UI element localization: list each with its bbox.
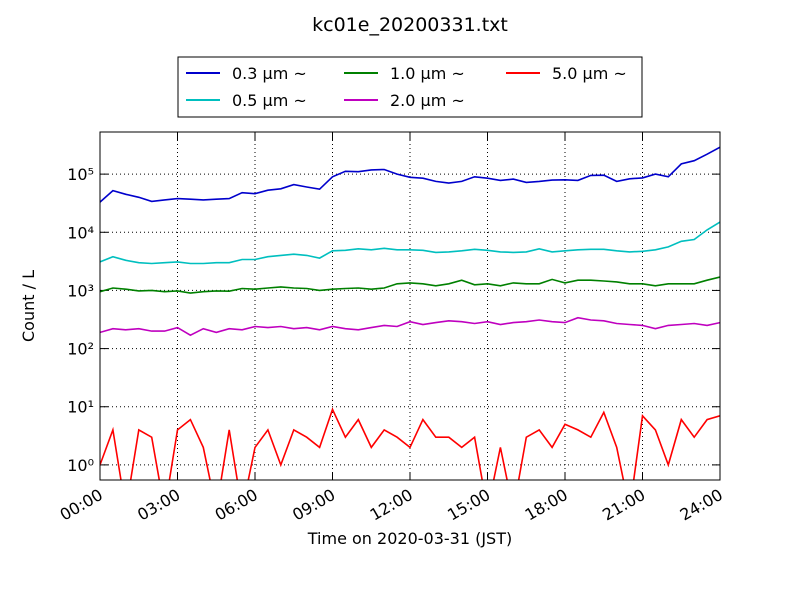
x-tick-label: 03:00 [134,485,183,525]
plot-area [100,146,720,480]
x-tick-label: 09:00 [289,485,338,525]
x-axis-label: Time on 2020-03-31 (JST) [307,529,512,548]
legend-box [177,56,643,118]
x-tick-label: 06:00 [212,485,261,525]
chart-title: kc01e_20200331.txt [312,14,508,36]
x-tick-label: 00:00 [57,485,106,525]
legend-label: 5.0 μm ~ [552,64,627,83]
y-tick-label: 10⁴ [67,223,94,242]
legend-label: 2.0 μm ~ [390,91,465,110]
data-line [100,407,720,480]
plot-frame [99,131,721,481]
x-tick-label: 15:00 [444,485,493,525]
data-line [100,221,720,265]
legend-label: 1.0 μm ~ [390,64,465,83]
data-line [100,146,720,203]
x-tick-label: 21:00 [599,485,648,525]
y-axis-label: Count / L [19,270,38,342]
y-tick-label: 10⁰ [67,456,94,475]
x-tick-label: 24:00 [677,485,726,525]
x-tick-label: 12:00 [367,485,416,525]
legend-label: 0.3 μm ~ [232,64,307,83]
y-tick-label: 10⁵ [67,165,94,184]
x-tick-label: 18:00 [522,485,571,525]
y-tick-label: 10³ [67,281,94,300]
y-tick-label: 10¹ [67,398,94,417]
y-tick-label: 10² [67,340,94,359]
data-line [100,316,720,337]
legend-label: 0.5 μm ~ [232,91,307,110]
data-line [100,276,720,294]
